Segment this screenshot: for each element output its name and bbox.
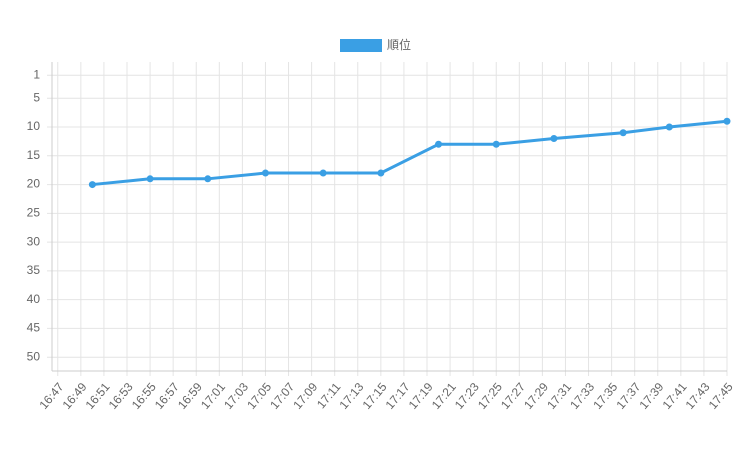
x-tick-label: 17:21 [429,380,459,412]
x-tick-label: 16:53 [106,380,136,412]
y-tick-label: 35 [27,263,41,277]
legend-swatch [340,39,382,52]
x-tick-label: 17:11 [314,380,344,412]
x-tick-label: 17:09 [290,380,320,412]
x-tick-label: 17:01 [198,380,228,412]
y-tick-label: 45 [27,321,41,335]
line [92,119,728,187]
y-tick-label: 25 [27,206,41,220]
point [377,169,385,177]
x-tick-label: 16:47 [36,380,66,412]
point [146,175,154,183]
point [261,169,269,177]
point [723,117,731,125]
x-tick-label: 17:45 [706,380,736,412]
legend-label: 順位 [387,37,411,52]
x-tick-label: 17:41 [660,380,690,412]
y-tick-label: 20 [27,177,41,191]
x-tick-label: 17:27 [498,380,528,412]
x-tick-label: 17:07 [267,380,297,412]
y-tick-label: 30 [27,234,41,248]
x-tick-label: 16:57 [152,380,182,412]
x-tick-label: 17:43 [683,380,713,412]
x-tick-label: 17:05 [244,380,274,412]
x-tick-label: 17:13 [336,380,366,412]
y-tick-label: 10 [27,119,41,133]
x-tick-label: 17:35 [590,380,620,412]
point [435,140,443,148]
point [204,175,212,183]
y-tick-label: 40 [27,292,41,306]
x-tick-label: 16:49 [60,380,90,412]
x-tick-label: 16:59 [175,380,205,412]
x-tick-label: 16:51 [83,380,113,412]
point [550,135,558,143]
point [665,123,673,131]
x-tick-label: 17:15 [360,380,390,412]
x-tick-label: 17:03 [221,380,251,412]
x-tick-label: 17:17 [383,380,413,412]
x-tick-label: 17:25 [475,380,505,412]
x-tick-label: 16:55 [129,380,159,412]
x-tick-label: 17:23 [452,380,482,412]
x-tick-label: 17:29 [521,380,551,412]
point [88,181,96,189]
x-tick-label: 17:33 [567,380,597,412]
y-tick-label: 50 [27,349,41,363]
x-tick-label: 17:31 [544,380,574,412]
point [492,140,500,148]
x-tick-label: 17:39 [636,380,666,412]
y-tick-label: 15 [27,148,41,162]
point [319,169,327,177]
y-tick-label: 5 [33,90,40,104]
x-tick-label: 17:37 [613,380,643,412]
point [619,129,627,137]
x-tick-label: 17:19 [406,380,436,412]
y-tick-label: 1 [33,67,40,81]
